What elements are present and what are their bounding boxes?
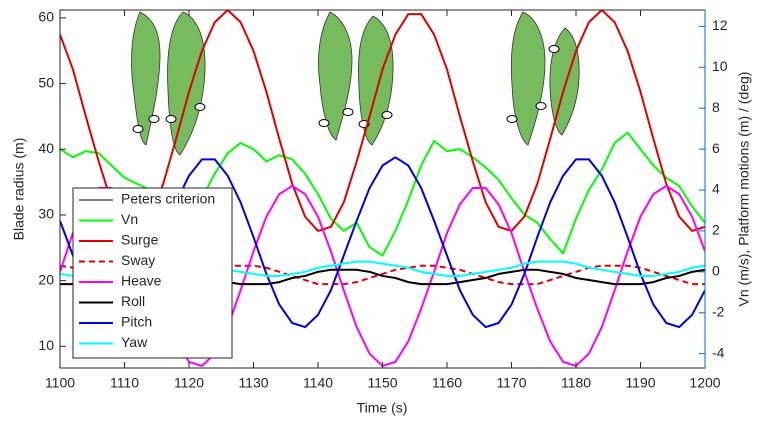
y-tick-label: 40 (38, 140, 54, 156)
x-tick-label: 1130 (238, 375, 268, 391)
y2-tick-label: 6 (712, 140, 720, 156)
legend-label: Roll (121, 293, 145, 309)
y2-tick-label: -4 (712, 344, 725, 360)
y2-tick-label: 4 (712, 181, 720, 197)
y-tick-label: 10 (38, 337, 54, 353)
y-tick-label: 20 (38, 271, 54, 287)
y2-tick-label: -2 (712, 303, 725, 319)
legend-label: Peters criterion (121, 191, 215, 207)
x-tick-label: 1100 (45, 375, 75, 391)
y2-tick-label: 0 (712, 263, 720, 279)
legend-label: Vn (121, 211, 138, 227)
y2-tick-label: 2 (712, 222, 720, 238)
x-tick-label: 1160 (432, 375, 462, 391)
legend-label: Surge (121, 232, 159, 248)
y2-tick-label: 10 (712, 58, 728, 74)
legend-label: Yaw (121, 334, 148, 350)
y2-tick-label: 12 (712, 17, 728, 33)
x-tick-label: 1170 (496, 375, 526, 391)
legend-box (72, 187, 233, 359)
series-line (60, 10, 705, 232)
x-tick-label: 1110 (110, 375, 139, 391)
x-tick-label: 1140 (303, 375, 333, 391)
x-tick-label: 1120 (174, 375, 204, 391)
blade-shapes (131, 11, 580, 156)
y-tick-label: 60 (38, 9, 54, 25)
x-tick-label: 1190 (625, 375, 655, 391)
x-tick-label: 1150 (367, 375, 397, 391)
y-tick-label: 50 (38, 74, 54, 90)
x-axis-title: Time (s) (357, 400, 408, 416)
y-tick-label: 30 (38, 206, 54, 222)
y-axis-title: Blade radius (m) (11, 138, 27, 241)
x-tick-label: 1200 (689, 375, 720, 391)
y2-tick-label: 8 (712, 99, 720, 115)
y2-axis-title: Vn (m/s), Platform motions (m) / (deg) (736, 72, 752, 307)
legend-label: Heave (121, 273, 162, 289)
legend-label: Pitch (121, 314, 152, 330)
x-tick-label: 1180 (561, 375, 591, 391)
legend-label: Sway (121, 252, 155, 268)
